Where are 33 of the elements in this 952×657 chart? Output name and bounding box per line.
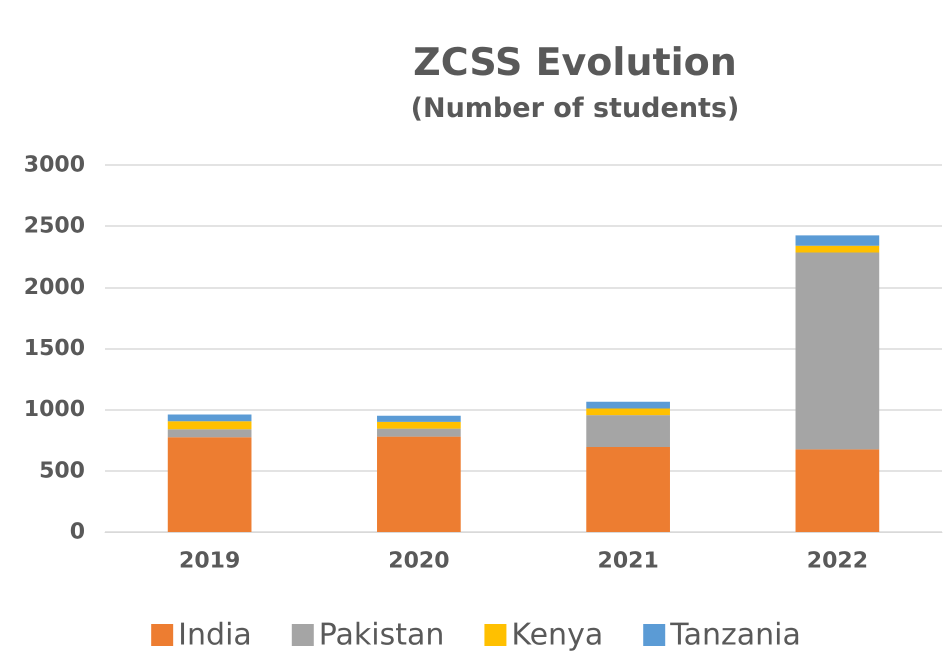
- x-tick-label: 2021: [598, 548, 659, 574]
- bar: [168, 429, 252, 438]
- bar: [377, 416, 461, 422]
- bar: [586, 408, 670, 416]
- bar: [168, 437, 252, 532]
- legend-label: Pakistan: [318, 618, 444, 652]
- bar: [377, 428, 461, 437]
- bar: [586, 446, 670, 532]
- x-tick-label: 2020: [388, 548, 450, 574]
- bar: [586, 402, 670, 408]
- bar: [377, 436, 461, 532]
- legend-label: Tanzania: [669, 618, 801, 652]
- bar: [796, 449, 880, 532]
- y-tick-label: 0: [70, 520, 85, 544]
- chart-subtitle: (Number of students): [410, 93, 740, 124]
- y-tick-label: 2500: [24, 214, 85, 239]
- bar: [796, 252, 880, 450]
- y-tick-label: 500: [39, 458, 85, 484]
- bar: [168, 421, 252, 430]
- x-tick-label: 2022: [806, 548, 868, 574]
- bar: [796, 235, 880, 246]
- y-tick-label: 1500: [24, 336, 85, 361]
- bar: [168, 414, 252, 422]
- bar: [796, 246, 880, 252]
- bar: [586, 415, 670, 447]
- y-tick-label: 2000: [24, 274, 85, 300]
- y-tick-label: 1000: [24, 397, 85, 422]
- chart-title: ZCSS Evolution: [413, 40, 737, 84]
- legend-label: India: [178, 618, 252, 652]
- legend-label: Kenya: [511, 618, 604, 652]
- y-tick-label: 3000: [24, 152, 85, 178]
- x-tick-label: 2019: [179, 548, 240, 574]
- bar: [377, 422, 461, 429]
